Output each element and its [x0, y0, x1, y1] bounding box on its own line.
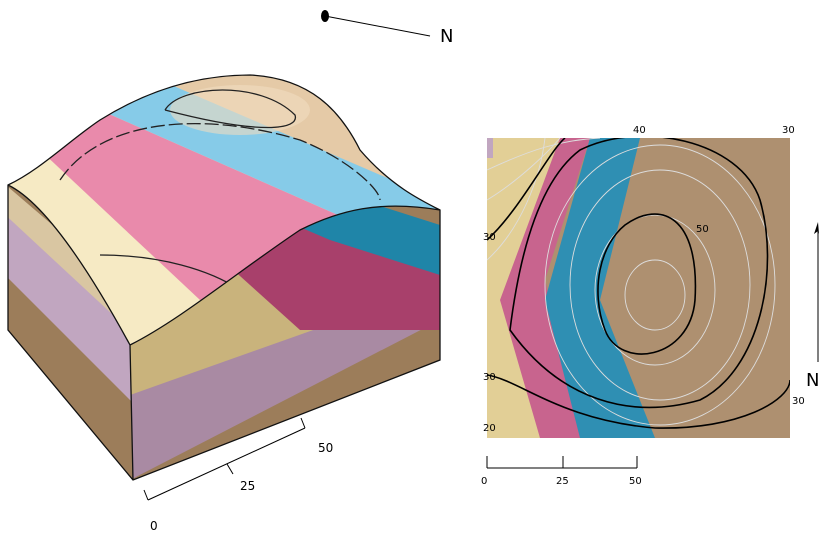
geologic-map — [487, 136, 790, 438]
scale-label: 50 — [318, 441, 333, 455]
contour-label: 30 — [483, 232, 496, 243]
contour-label: 30 — [483, 372, 496, 383]
contour-label: 40 — [633, 125, 646, 136]
scale-label: 0 — [481, 476, 487, 487]
map-scale — [487, 456, 637, 468]
scale-label: 25 — [556, 476, 569, 487]
contour-label: 50 — [696, 224, 709, 235]
contour-label: 30 — [782, 125, 795, 136]
compass-label: N — [440, 26, 453, 47]
compass-needle — [325, 16, 430, 36]
north-label: N — [806, 370, 819, 391]
contour-label: 20 — [483, 423, 496, 434]
diagram: N 0 25 50 40 30 30 50 30 30 20 0 25 50 N — [0, 0, 820, 539]
contour-label: 30 — [792, 396, 805, 407]
scale-label: 25 — [240, 479, 255, 493]
scale-label: 0 — [150, 519, 158, 533]
scale-label: 50 — [629, 476, 642, 487]
